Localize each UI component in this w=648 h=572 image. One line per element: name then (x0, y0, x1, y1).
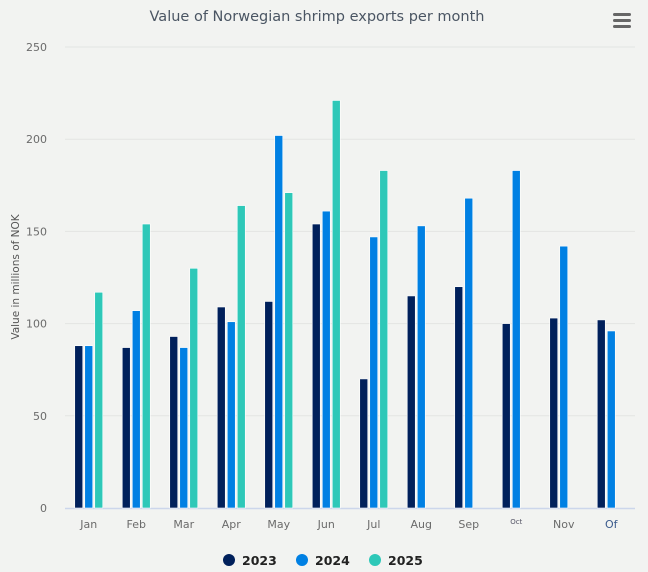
legend-item-2024[interactable]: 2024 (296, 553, 350, 568)
bar-2023-sep[interactable] (454, 286, 464, 509)
legend-item-2025[interactable]: 2025 (369, 553, 423, 568)
bar-2024-aug[interactable] (416, 225, 426, 509)
bar-2024-may[interactable] (274, 135, 284, 509)
bar-2024-oct[interactable] (511, 170, 521, 509)
bar-2025-apr[interactable] (236, 205, 246, 509)
y-tick-label: 50 (33, 410, 47, 423)
x-tick-label: Mar (173, 518, 194, 531)
bar-2023-oct[interactable] (501, 323, 511, 509)
legend-item-2023[interactable]: 2023 (223, 553, 277, 568)
x-tick-label: Of (605, 518, 619, 531)
bar-2023-mar[interactable] (169, 336, 179, 509)
legend-marker (223, 554, 235, 566)
y-tick-label: 150 (26, 225, 47, 238)
x-tick-label: Jan (79, 518, 97, 531)
bar-2025-may[interactable] (284, 192, 294, 509)
x-tick-label: Jun (317, 518, 335, 531)
bar-2025-feb[interactable] (141, 223, 151, 509)
bar-2024-jul[interactable] (369, 236, 379, 509)
x-tick-label: Sep (458, 518, 479, 531)
bar-2023-apr[interactable] (216, 306, 226, 509)
bar-2023-jun[interactable] (311, 223, 321, 509)
bar-2024-sep[interactable] (464, 197, 474, 509)
bar-2023-of[interactable] (596, 319, 606, 509)
y-tick-label: 250 (26, 41, 47, 54)
legend-label: 2025 (388, 553, 423, 568)
legend-label: 2024 (315, 553, 350, 568)
bar-2024-mar[interactable] (179, 347, 189, 509)
bar-2023-aug[interactable] (406, 295, 416, 509)
bar-2024-feb[interactable] (131, 310, 141, 509)
legend-marker (296, 554, 308, 566)
bar-2024-apr[interactable] (226, 321, 236, 509)
hamburger-menu-icon[interactable] (613, 13, 631, 28)
bar-2025-jan[interactable] (94, 291, 104, 509)
x-tick-label: Feb (127, 518, 146, 531)
bar-2024-of[interactable] (606, 330, 616, 509)
x-tick-label: Jul (366, 518, 380, 531)
bar-2024-jan[interactable] (84, 345, 94, 509)
y-tick-label: 0 (40, 502, 47, 515)
bar-2024-nov[interactable] (559, 245, 569, 509)
x-tick-label: Oct (510, 518, 522, 526)
bar-2023-nov[interactable] (549, 317, 559, 509)
y-tick-label: 200 (26, 133, 47, 146)
bar-2023-may[interactable] (264, 301, 274, 509)
x-tick-label: May (267, 518, 290, 531)
x-tick-label: Apr (222, 518, 242, 531)
bar-2023-jul[interactable] (359, 378, 369, 509)
bar-2024-jun[interactable] (321, 210, 331, 509)
bar-2023-feb[interactable] (121, 347, 131, 509)
y-axis-label: Value in millions of NOK (10, 213, 22, 339)
bar-2023-jan[interactable] (74, 345, 84, 509)
chart-title: Value of Norwegian shrimp exports per mo… (150, 9, 485, 25)
bar-2025-jun[interactable] (331, 100, 341, 509)
bar-2025-jul[interactable] (379, 170, 389, 509)
x-tick-label: Nov (553, 518, 575, 531)
legend-label: 2023 (242, 553, 277, 568)
x-tick-label: Aug (411, 518, 432, 531)
legend-marker (369, 554, 381, 566)
y-tick-label: 100 (26, 318, 47, 331)
bar-2025-mar[interactable] (189, 267, 199, 509)
